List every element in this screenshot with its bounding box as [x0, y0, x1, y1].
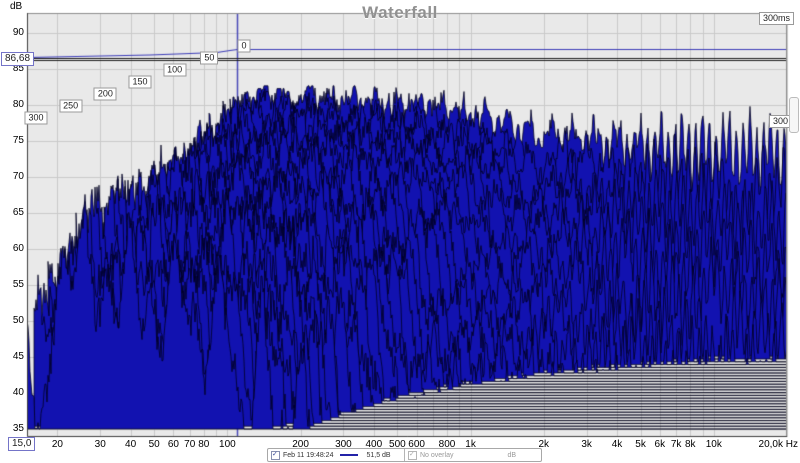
x-tick-label: 80	[198, 439, 210, 450]
y-tick-label: 85	[12, 63, 24, 74]
x-axis-max-label: 20,0k Hz	[758, 439, 798, 450]
slice-time-label: 0	[237, 39, 251, 53]
checkbox-checked-icon[interactable]	[271, 450, 280, 460]
x-tick-label: 2k	[538, 439, 550, 450]
x-tick-label: 4k	[611, 439, 623, 450]
chart-title: Waterfall	[362, 3, 438, 22]
x-tick-label: 200	[292, 439, 309, 450]
legend-measurement-entry[interactable]: Feb 11 19:48:24 51,5 dB	[268, 449, 404, 461]
y-tick-label: 35	[12, 423, 24, 434]
x-tick-label: 60	[167, 439, 179, 450]
slice-time-label: 250	[59, 99, 83, 113]
y-tick-label: 60	[12, 243, 24, 254]
x-tick-label: 5k	[635, 439, 646, 450]
x-tick-label: 800	[438, 439, 456, 450]
y-tick-label: 45	[12, 351, 24, 362]
y-tick-label: 75	[12, 135, 24, 146]
x-tick-label: 500	[389, 439, 406, 450]
slice-time-label: 200	[93, 87, 117, 101]
y-tick-label: 65	[12, 207, 24, 218]
y-tick-label: 55	[12, 279, 24, 290]
x-tick-label: 50	[148, 439, 160, 450]
slice-time-label: 150	[128, 75, 152, 89]
x-tick-label: 600	[408, 439, 425, 450]
y-tick-label: 70	[12, 171, 24, 182]
x-tick-label: 3k	[581, 439, 592, 450]
x-tick-label: 7k	[670, 439, 682, 450]
x-tick-label: 10k	[705, 439, 722, 450]
x-tick-label: 70	[184, 439, 196, 450]
x-axis-min-field[interactable]: 15,0	[8, 437, 36, 451]
y-tick-label: 80	[12, 99, 24, 110]
legend-line-swatch	[340, 454, 359, 456]
slice-time-label: 100	[163, 63, 187, 77]
slice-time-label: 300	[24, 111, 48, 125]
cursor-db-readout[interactable]: 86,68	[1, 52, 35, 66]
time-window-badge: 300ms	[759, 12, 795, 25]
legend-measurement-name: Feb 11 19:48:24	[283, 451, 334, 459]
x-tick-label: 6k	[654, 439, 666, 450]
x-tick-label: 300	[335, 439, 352, 450]
slice-time-label: 50	[200, 51, 219, 65]
legend-overlay-value: dB	[507, 451, 516, 459]
legend-overlay-entry[interactable]: No overlay dB	[404, 449, 541, 461]
y-tick-label: 40	[12, 387, 24, 398]
x-tick-label: 30	[94, 439, 106, 450]
x-tick-label: 400	[365, 439, 383, 450]
checkbox-checked-gray-icon[interactable]	[408, 450, 417, 460]
y-axis-unit-label: dB	[10, 1, 23, 12]
scrollbar-thumb[interactable]	[789, 97, 799, 133]
legend-bar: Feb 11 19:48:24 51,5 dB No overlay dB	[267, 448, 542, 462]
legend-measurement-value: 51,5 dB	[366, 451, 391, 459]
x-tick-label: 40	[125, 439, 137, 450]
x-tick-label: 20	[51, 439, 63, 450]
x-tick-label: 8k	[684, 439, 696, 450]
x-tick-label: 1k	[465, 439, 476, 450]
x-tick-label: 100	[219, 439, 236, 450]
y-tick-label: 50	[12, 315, 24, 326]
y-tick-label: 90	[12, 27, 24, 38]
legend-overlay-name: No overlay	[420, 451, 454, 459]
